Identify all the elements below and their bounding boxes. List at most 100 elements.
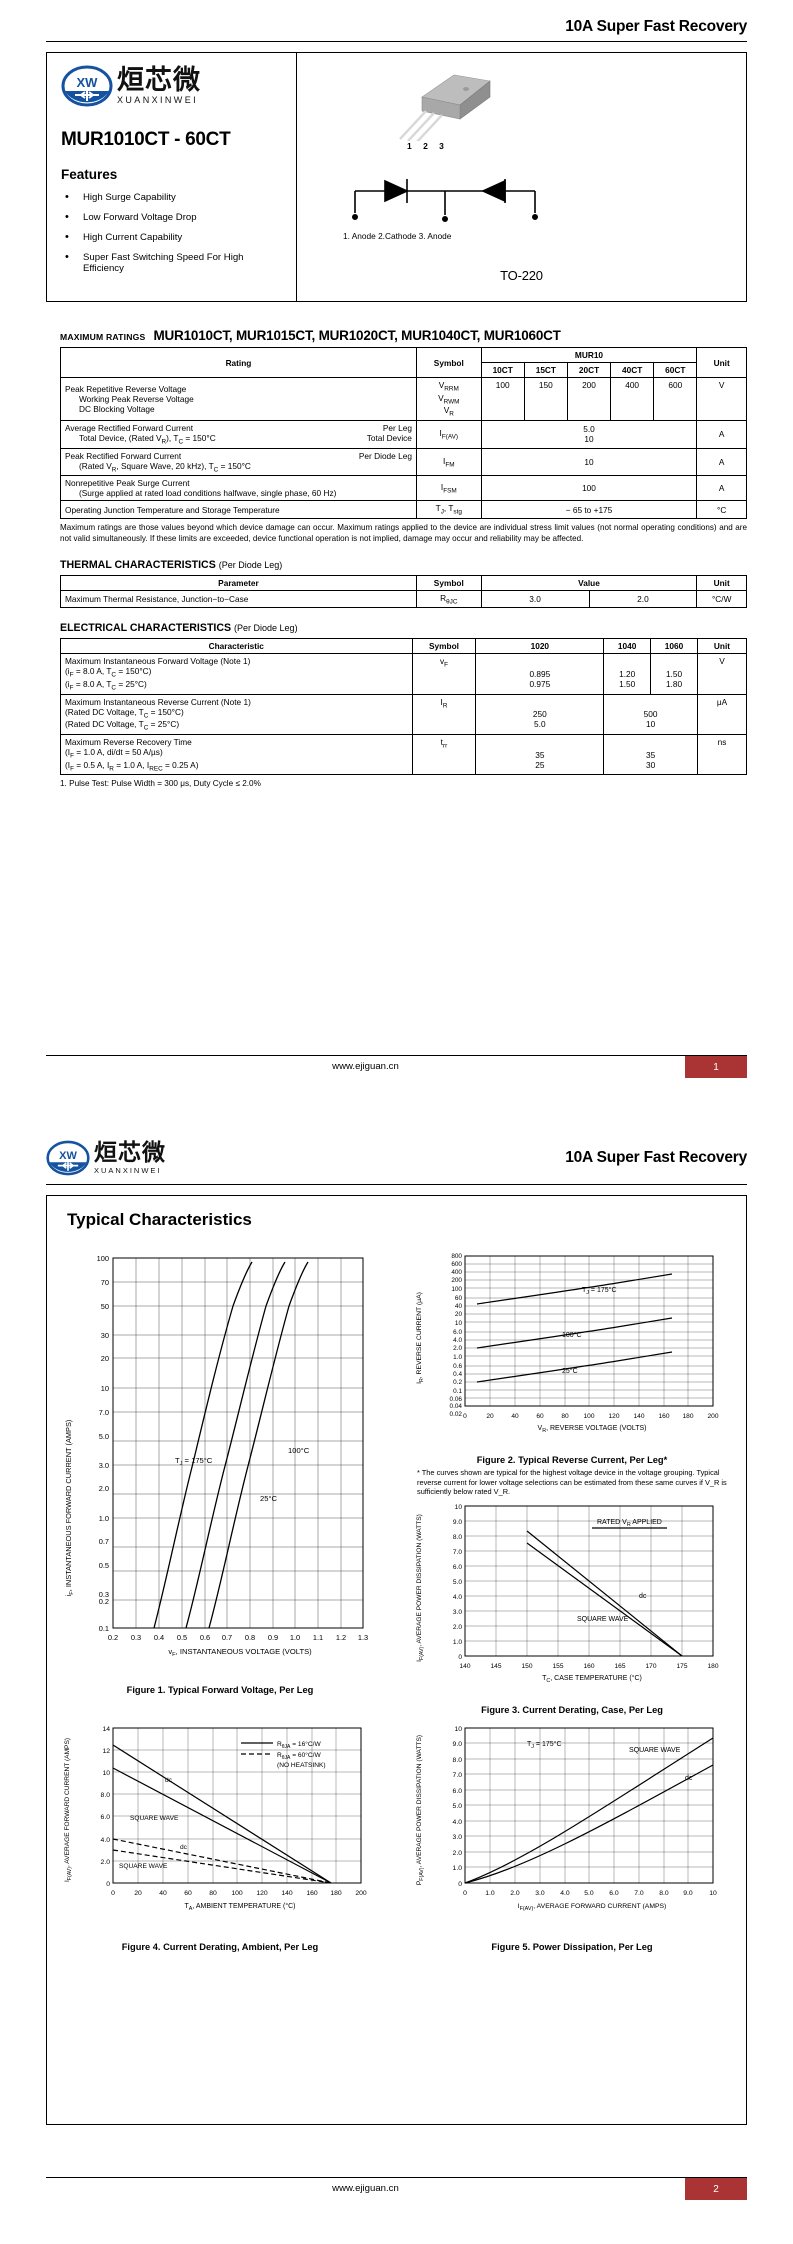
svg-text:1.0: 1.0: [453, 1865, 463, 1872]
svg-text:6.0: 6.0: [101, 1814, 111, 1821]
svg-text:1.0: 1.0: [290, 1633, 300, 1642]
rating-right-label: Total Device: [366, 432, 412, 443]
svg-text:dc: dc: [165, 1777, 173, 1784]
svg-text:1.2: 1.2: [336, 1633, 346, 1642]
svg-text:1.0: 1.0: [453, 1354, 462, 1361]
value-line: 1.50: [665, 669, 683, 680]
unit-cell: μA: [696, 693, 748, 736]
svg-text:2.0: 2.0: [99, 1484, 109, 1493]
svg-text:4.0: 4.0: [560, 1890, 570, 1897]
svg-text:TC, CASE TEMPERATURE (°C): TC, CASE TEMPERATURE (°C): [542, 1674, 642, 1684]
table-row: Average Rectified Forward Current Per Leg…: [60, 419, 747, 449]
svg-text:0.3: 0.3: [131, 1633, 141, 1642]
value-cell: 5.0 10: [480, 419, 698, 449]
value-cell: 1.20 1.50: [603, 653, 652, 695]
svg-text:0: 0: [111, 1890, 115, 1897]
svg-text:2.0: 2.0: [101, 1859, 111, 1866]
table-row: Maximum Reverse Recovery Time (IF = 1.0 …: [60, 734, 748, 776]
page1-footer: www.ejiguan.cn 1: [46, 1055, 747, 1078]
symbol-cell: IR: [411, 693, 477, 736]
th-dev-15ct: 15CT: [523, 362, 568, 378]
th-symbol: Symbol: [415, 574, 482, 591]
rating-line: Peak Rectified Forward Current: [65, 450, 182, 461]
th-group-mur10: MUR10: [480, 347, 698, 363]
svg-text:180: 180: [682, 1413, 693, 1420]
svg-text:10: 10: [709, 1890, 717, 1897]
svg-text:20: 20: [455, 1311, 463, 1318]
svg-text:0.7: 0.7: [99, 1537, 109, 1546]
svg-text:8.0: 8.0: [101, 1792, 111, 1799]
header-rule: [46, 41, 747, 42]
rating-cell: Average Rectified Forward Current Per Leg…: [60, 419, 417, 449]
svg-text:100: 100: [97, 1254, 109, 1263]
svg-text:600: 600: [451, 1261, 462, 1268]
svg-text:1.1: 1.1: [313, 1633, 323, 1642]
value-cell: 0.895 0.975: [475, 653, 605, 695]
svg-text:150: 150: [521, 1663, 532, 1670]
svg-text:8.0: 8.0: [453, 1534, 462, 1541]
th-dev-60ct: 60CT: [653, 362, 698, 378]
svg-text:60: 60: [184, 1890, 192, 1897]
svg-text:iF, INSTANTANEOUS FORWARD CURR: iF, INSTANTANEOUS FORWARD CURRENT (AMPS): [64, 1420, 75, 1597]
electrical-footnote: 1. Pulse Test: Pulse Width = 300 μs, Dut…: [60, 779, 261, 789]
svg-text:RATED VR APPLIED: RATED VR APPLIED: [597, 1519, 662, 1528]
svg-text:(NO HEATSINK): (NO HEATSINK): [277, 1762, 326, 1769]
svg-text:IR, REVERSE CURRENT (µA): IR, REVERSE CURRENT (µA): [416, 1292, 425, 1384]
footer-url: www.ejiguan.cn: [332, 1061, 399, 1072]
svg-text:5.0: 5.0: [453, 1579, 462, 1586]
pin-numbers: 1 2 3: [407, 141, 449, 151]
svg-text:3.0: 3.0: [453, 1609, 462, 1616]
th-value: Value: [480, 574, 698, 591]
th-symbol: Symbol: [411, 638, 477, 655]
title-package-box: XW 烜芯微 XUANXINWEI MUR1010CT - 60CT Featu…: [46, 52, 747, 302]
symbol-cell: VRRM VRWM VR: [415, 377, 482, 421]
xuanxinwei-logo-icon: XW: [61, 65, 113, 107]
page2-footer: www.ejiguan.cn 2: [46, 2177, 747, 2200]
th-dev-40ct: 40CT: [610, 362, 655, 378]
thermal-heading: THERMAL CHARACTERISTICS: [60, 558, 216, 571]
page-number-badge: 2: [685, 2178, 747, 2200]
svg-text:70: 70: [101, 1278, 109, 1287]
part-title: MUR1010CT - 60CT: [61, 129, 231, 150]
svg-text:120: 120: [256, 1890, 268, 1897]
characteristic-cell: Maximum Instantaneous Forward Voltage (N…: [60, 653, 413, 695]
svg-text:50: 50: [101, 1302, 109, 1311]
unit-cell: A: [696, 419, 747, 449]
figure-3-caption: Figure 3. Current Derating, Case, Per Le…: [481, 1705, 663, 1715]
svg-text:180: 180: [707, 1663, 718, 1670]
svg-text:9.0: 9.0: [453, 1741, 463, 1748]
svg-text:4.0: 4.0: [453, 1819, 463, 1826]
unit-cell: V: [696, 377, 747, 421]
figure-1: 100 70 50 30 20 10 7.0 5.0 3.0 2.0 1.0 0.7 0.5 0…: [55, 1248, 385, 1695]
features-list: High Surge Capability Low Forward Voltag…: [61, 191, 282, 274]
svg-text:12: 12: [102, 1748, 110, 1755]
symbol-cell: vF: [411, 653, 477, 695]
svg-text:8.0: 8.0: [659, 1890, 669, 1897]
table-row: Peak Repetitive Reverse Voltage Working …: [60, 377, 747, 421]
svg-text:0.1: 0.1: [99, 1624, 109, 1633]
svg-text:10: 10: [101, 1384, 109, 1393]
svg-text:200: 200: [355, 1890, 367, 1897]
rating-right-label: Per Leg: [382, 422, 412, 433]
svg-text:SQUARE WAVE: SQUARE WAVE: [629, 1747, 681, 1754]
svg-text:0.1: 0.1: [453, 1388, 462, 1395]
svg-text:5.0: 5.0: [99, 1432, 109, 1441]
svg-text:6.0: 6.0: [453, 1788, 463, 1795]
value-cell: 150: [523, 377, 568, 421]
svg-text:100: 100: [451, 1286, 462, 1293]
svg-text:40: 40: [511, 1413, 519, 1420]
unit-cell: °C: [696, 500, 747, 519]
maximum-ratings-label: MAXIMUM RATINGS: [60, 332, 146, 342]
table-header-row: Characteristic Symbol 1020 1040 1060 Uni…: [60, 638, 748, 655]
svg-text:vF, INSTANTANEOUS VOLTAGE (VOL: vF, INSTANTANEOUS VOLTAGE (VOLTS): [168, 1647, 312, 1658]
svg-text:0.8: 0.8: [245, 1633, 255, 1642]
page1-header: 10A Super Fast Recovery: [0, 0, 793, 42]
th-dev-20ct: 20CT: [566, 362, 612, 378]
svg-text:160: 160: [306, 1890, 318, 1897]
svg-text:1.0: 1.0: [485, 1890, 495, 1897]
svg-text:5.0: 5.0: [453, 1803, 463, 1810]
th-parameter: Parameter: [60, 574, 417, 591]
rating-cell: Operating Junction Temperature and Stora…: [60, 500, 417, 519]
value-line: 30: [645, 759, 656, 770]
figure-2: 800 600 400 200 100 60 40 20 10 6.0 4.0 2.0 1.0 0…: [407, 1248, 737, 1497]
